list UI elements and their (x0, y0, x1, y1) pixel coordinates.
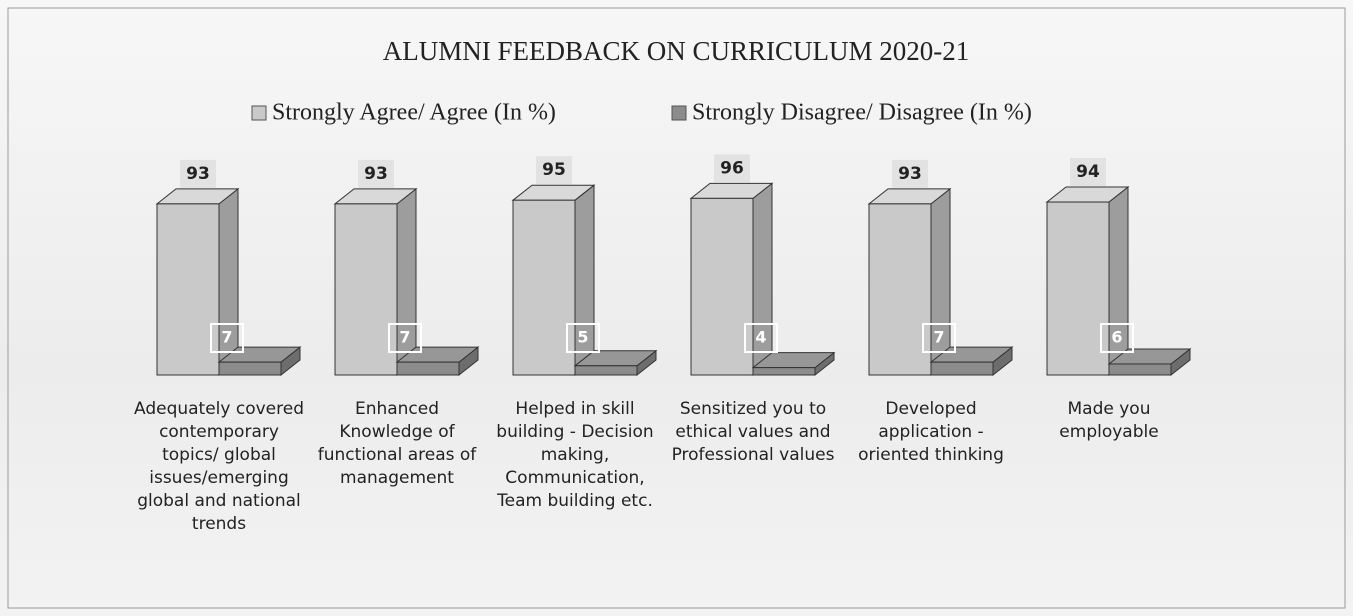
data-label-box (1100, 323, 1134, 353)
bar-front (1046, 201, 1110, 376)
data-label-box (358, 159, 394, 188)
data-label-box (714, 154, 750, 183)
data-label: 7 (399, 328, 410, 347)
data-label: 96 (720, 158, 744, 178)
bar (867, 187, 952, 377)
bar-front (690, 197, 754, 376)
bar-front (512, 199, 576, 376)
chart-title: ALUMNI FEEDBACK ON CURRICULUM 2020-21 (383, 36, 970, 66)
bar-side (396, 187, 417, 377)
bar (395, 346, 480, 377)
data-label: 93 (186, 164, 210, 184)
bar (511, 184, 596, 377)
x-tick-label: Sensitized you to ethical values and Pro… (671, 399, 835, 465)
bar-side (574, 184, 595, 377)
legend-swatch (671, 105, 687, 121)
x-tick-label: Helped in skill building - Decision maki… (496, 399, 654, 511)
data-label-box (892, 159, 928, 188)
bar-side (930, 187, 951, 377)
x-tick-label: Enhanced Knowledge of functional areas o… (317, 399, 477, 488)
bar-front (156, 203, 220, 376)
data-label-box (180, 159, 216, 188)
data-label: 7 (221, 328, 232, 347)
data-label: 6 (1111, 328, 1122, 347)
x-tick-label: Made you employable (1059, 399, 1159, 442)
bar-front (930, 361, 994, 376)
bar-front (574, 365, 638, 376)
bar (155, 187, 240, 377)
legend-swatch (251, 105, 267, 121)
bar-front (868, 203, 932, 376)
bar-front (218, 361, 282, 376)
bar (929, 346, 1014, 377)
data-label: 5 (577, 328, 588, 347)
data-label-box (210, 323, 244, 353)
data-label-box (744, 323, 778, 353)
x-tick-label: Developed application - oriented thinkin… (858, 399, 1004, 465)
data-label: 93 (364, 164, 388, 184)
data-label-box (536, 156, 572, 185)
bar (573, 349, 658, 377)
bar (333, 187, 418, 377)
bar-front (752, 367, 816, 376)
legend-label: Strongly Agree/ Agree (In %) (272, 100, 556, 126)
data-label: 4 (755, 328, 766, 347)
data-label: 93 (898, 164, 922, 184)
bar (1045, 186, 1130, 377)
data-label-box (922, 323, 956, 353)
bar-front (396, 361, 460, 376)
data-label-box (566, 323, 600, 353)
bar (751, 351, 836, 377)
x-tick-label: Adequately covered contemporary topics/ … (133, 399, 304, 534)
bar (689, 182, 774, 377)
bar-side (218, 187, 239, 377)
bar (217, 346, 302, 377)
data-label-box (1070, 158, 1106, 187)
bar-front (1108, 363, 1172, 376)
bar-front (334, 203, 398, 376)
data-label: 94 (1076, 162, 1100, 182)
data-label-box (388, 323, 422, 353)
data-label: 7 (933, 328, 944, 347)
legend-label: Strongly Disagree/ Disagree (In %) (692, 100, 1032, 126)
bar-side (1108, 186, 1129, 377)
chart-frame (7, 7, 1346, 609)
data-label: 95 (542, 160, 566, 180)
